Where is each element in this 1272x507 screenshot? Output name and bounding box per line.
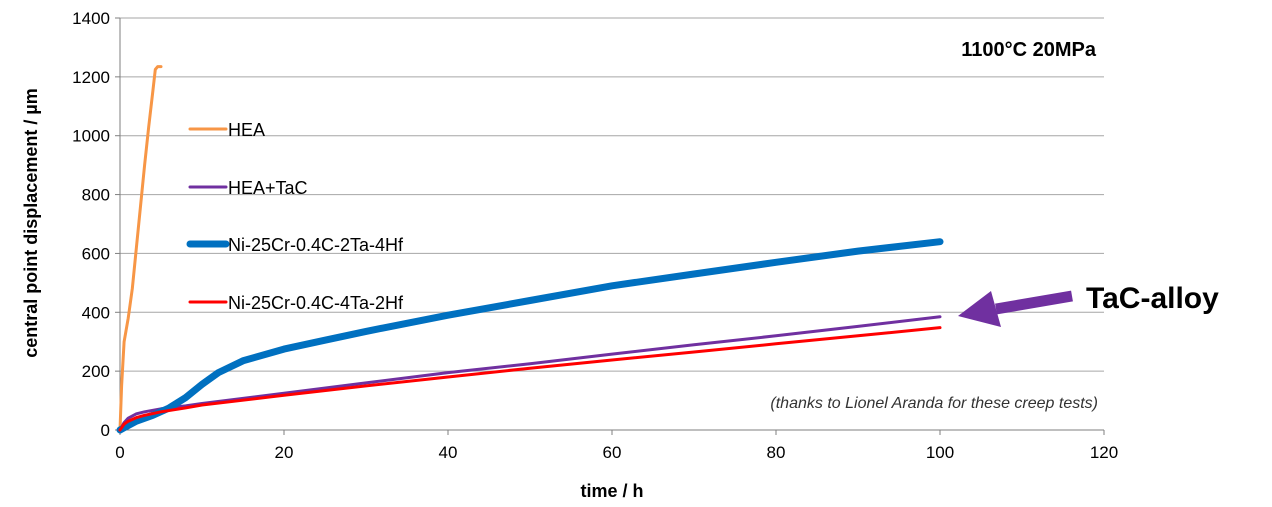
- callout-arrow-head: [958, 291, 1001, 327]
- y-tick-label: 800: [82, 186, 110, 205]
- legend-label-1: HEA: [228, 120, 265, 140]
- series-line-4: [118, 326, 942, 432]
- legend: HEA HEA+TaC Ni-25Cr-0.4C-2Ta-4Hf Ni-25Cr-0.…: [186, 120, 404, 313]
- y-tick-label: 1200: [72, 68, 110, 87]
- series-line-3: [116, 238, 944, 434]
- x-tick-labels: 0 20 40 60 80 100 120: [115, 443, 1118, 462]
- y-tick-labels: 0 200 400 600 800 1000 1200 1400: [72, 9, 110, 440]
- test-condition-label: 1100°C 20MPa: [961, 39, 1097, 61]
- callout-arrow-shaft: [995, 290, 1073, 315]
- legend-label-4: Ni-25Cr-0.4C-4Ta-2Hf: [228, 293, 404, 313]
- x-axis-title: time / h: [580, 481, 643, 501]
- legend-label-2: HEA+TaC: [228, 178, 308, 198]
- x-tick-label: 60: [603, 443, 622, 462]
- series-lines: [116, 65, 944, 434]
- y-tick-label: 1400: [72, 9, 110, 28]
- y-tick-label: 1000: [72, 127, 110, 146]
- series-line-2: [118, 315, 942, 432]
- series-line-1: [118, 65, 163, 432]
- grid-lines: [120, 17, 1104, 372]
- y-tick-label: 400: [82, 303, 110, 322]
- callout-arrow: [958, 290, 1073, 327]
- x-tick-label: 100: [926, 443, 954, 462]
- x-tick-label: 80: [767, 443, 786, 462]
- y-tick-label: 200: [82, 362, 110, 381]
- legend-label-3: Ni-25Cr-0.4C-2Ta-4Hf: [228, 235, 404, 255]
- x-tick-label: 40: [439, 443, 458, 462]
- y-tick-label: 600: [82, 244, 110, 263]
- y-tick-label: 0: [101, 421, 110, 440]
- credit-note: (thanks to Lionel Aranda for these creep…: [770, 395, 1098, 412]
- x-tick-label: 120: [1090, 443, 1118, 462]
- x-tick-label: 0: [115, 443, 124, 462]
- axes: [115, 17, 1105, 435]
- tac-alloy-callout: TaC-alloy: [1086, 282, 1219, 315]
- y-axis-title: central point displacement / µm: [21, 88, 41, 357]
- x-tick-label: 20: [275, 443, 294, 462]
